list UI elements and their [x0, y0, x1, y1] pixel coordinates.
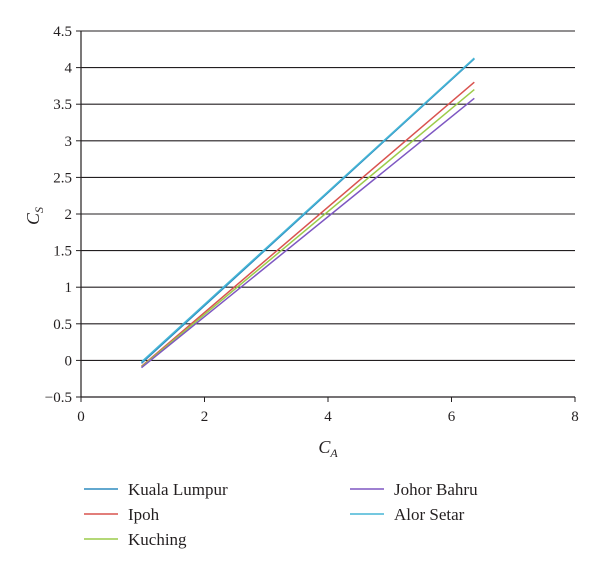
series-line-johor-bahru — [141, 97, 475, 369]
y-tick-label: 0.5 — [53, 317, 72, 333]
y-tick-label: 3.5 — [53, 97, 72, 113]
legend-item-ipoh: Ipoh — [84, 505, 160, 524]
legend-label: Alor Setar — [394, 505, 465, 524]
x-axis-label-subscript: A — [329, 446, 338, 460]
tick-labels: −0.5 0 0.5 1 1.5 2 2.5 3 3.5 4 4.5 0 2 4 6 8 — [45, 24, 579, 425]
x-tick-label: 4 — [324, 409, 332, 425]
x-tick-label: 2 — [201, 409, 209, 425]
y-tick-label: 4.5 — [53, 24, 72, 40]
y-tick-label: 1 — [65, 280, 73, 296]
legend: Kuala Lumpur Ipoh Kuching Johor Bahru Alor S… — [84, 480, 478, 549]
y-tick-label: 3 — [65, 134, 73, 150]
x-tick-label: 6 — [448, 409, 456, 425]
legend-item-kuala-lumpur: Kuala Lumpur — [84, 480, 228, 499]
x-axis-label: CA — [318, 437, 338, 460]
x-tick-label: 8 — [571, 409, 579, 425]
legend-label: Ipoh — [128, 505, 160, 524]
legend-label: Johor Bahru — [394, 480, 478, 499]
y-tick-label: −0.5 — [45, 390, 72, 406]
x-axis-label-main: C — [318, 437, 331, 457]
y-axis-label: CS — [23, 207, 46, 225]
y-tick-label: 4 — [65, 61, 73, 77]
x-tick-label: 0 — [77, 409, 85, 425]
y-axis-label-main: C — [23, 212, 43, 225]
series-line-ipoh — [141, 81, 475, 367]
y-tick-label: 2.5 — [53, 170, 72, 186]
series-line-alor-setar — [140, 57, 475, 363]
y-tick-label: 1.5 — [53, 244, 72, 260]
y-tick-label: 0 — [65, 353, 73, 369]
y-tick-label: 2 — [65, 207, 73, 223]
legend-item-alor-setar: Alor Setar — [350, 505, 465, 524]
series-lines — [140, 57, 475, 369]
legend-item-johor-bahru: Johor Bahru — [350, 480, 478, 499]
series-line-kuching — [141, 89, 475, 368]
legend-label: Kuala Lumpur — [128, 480, 228, 499]
legend-label: Kuching — [128, 530, 187, 549]
y-axis-label-subscript: S — [32, 207, 46, 213]
gridlines — [81, 30, 575, 361]
legend-item-kuching: Kuching — [84, 530, 187, 549]
